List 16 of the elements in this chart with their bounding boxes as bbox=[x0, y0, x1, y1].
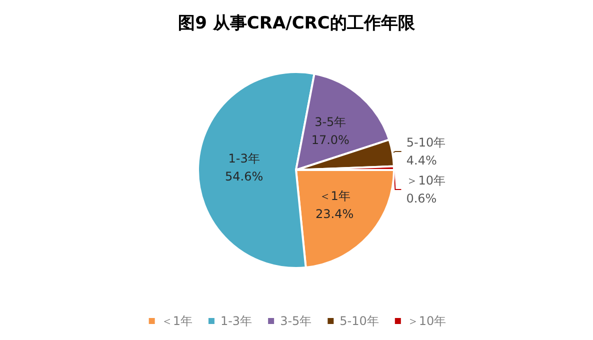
slice-label: ＞10年 bbox=[406, 173, 446, 188]
legend-label: ＜1年 bbox=[160, 314, 192, 328]
legend-label: ＞10年 bbox=[406, 314, 446, 328]
slice-label: 5-10年 bbox=[406, 135, 446, 150]
legend-label: 3-5年 bbox=[280, 314, 312, 328]
chart-title: 图9 从事CRA/CRC的工作年限 bbox=[178, 14, 416, 34]
data-label: 23.4% bbox=[316, 206, 354, 221]
data-label: 4.4% bbox=[406, 153, 437, 168]
data-label: 54.6% bbox=[224, 170, 264, 184]
slice-label: ＜1年 bbox=[318, 188, 350, 203]
data-label: 0.6% bbox=[406, 191, 437, 206]
slice-label: 1-3年 bbox=[228, 152, 260, 166]
legend-label: 5-10年 bbox=[340, 314, 379, 328]
slice-label: 3-5年 bbox=[314, 114, 346, 129]
data-label: 17.0% bbox=[311, 132, 350, 147]
legend-label: 1-3年 bbox=[220, 314, 252, 328]
